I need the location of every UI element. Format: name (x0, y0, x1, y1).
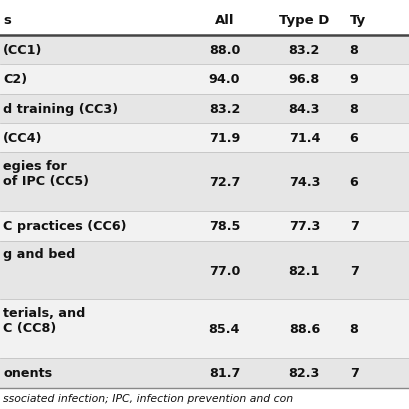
Bar (0, 358, 409, 388)
Bar (0, 241, 409, 300)
Text: All: All (214, 14, 234, 27)
Bar (0, 153, 409, 211)
Text: 82.1: 82.1 (288, 264, 319, 277)
Bar (0, 65, 409, 94)
Text: 77.3: 77.3 (288, 220, 319, 233)
Text: Ty: Ty (349, 14, 365, 27)
Text: 82.3: 82.3 (288, 366, 319, 380)
Text: 9: 9 (349, 73, 358, 86)
Text: 71.4: 71.4 (288, 132, 319, 145)
Text: g and bed: g and bed (3, 247, 76, 261)
Text: 71.9: 71.9 (208, 132, 240, 145)
Text: 94.0: 94.0 (208, 73, 240, 86)
Text: 8: 8 (349, 103, 358, 115)
Text: 78.5: 78.5 (208, 220, 240, 233)
Text: 83.2: 83.2 (288, 44, 319, 57)
Text: 8: 8 (349, 44, 358, 57)
Text: 88.0: 88.0 (208, 44, 240, 57)
Text: 96.8: 96.8 (288, 73, 319, 86)
Text: 83.2: 83.2 (208, 103, 240, 115)
Bar (0, 6, 409, 36)
Text: Type D: Type D (279, 14, 329, 27)
Text: egies for
of IPC (CC5): egies for of IPC (CC5) (3, 160, 89, 188)
Text: s: s (3, 14, 11, 27)
Text: 7: 7 (349, 220, 358, 233)
Text: C2): C2) (3, 73, 27, 86)
Text: (CC1): (CC1) (3, 44, 43, 57)
Text: (CC4): (CC4) (3, 132, 43, 145)
Bar (0, 124, 409, 153)
Text: C practices (CC6): C practices (CC6) (3, 220, 126, 233)
Text: terials, and
C (CC8): terials, and C (CC8) (3, 306, 85, 335)
Bar (0, 300, 409, 358)
Text: onents: onents (3, 366, 52, 380)
Text: 7: 7 (349, 264, 358, 277)
Text: 81.7: 81.7 (208, 366, 240, 380)
Text: 84.3: 84.3 (288, 103, 319, 115)
Text: 6: 6 (349, 176, 357, 189)
Bar (0, 211, 409, 241)
Bar (0, 94, 409, 124)
Text: 8: 8 (349, 323, 358, 335)
Text: 72.7: 72.7 (208, 176, 240, 189)
Text: ssociated infection; IPC, infection prevention and con: ssociated infection; IPC, infection prev… (3, 393, 293, 403)
Text: 74.3: 74.3 (288, 176, 319, 189)
Text: d training (CC3): d training (CC3) (3, 103, 118, 115)
Text: 85.4: 85.4 (208, 323, 240, 335)
Text: 88.6: 88.6 (288, 323, 319, 335)
Text: 6: 6 (349, 132, 357, 145)
Text: 77.0: 77.0 (208, 264, 240, 277)
Bar (0, 36, 409, 65)
Text: 7: 7 (349, 366, 358, 380)
